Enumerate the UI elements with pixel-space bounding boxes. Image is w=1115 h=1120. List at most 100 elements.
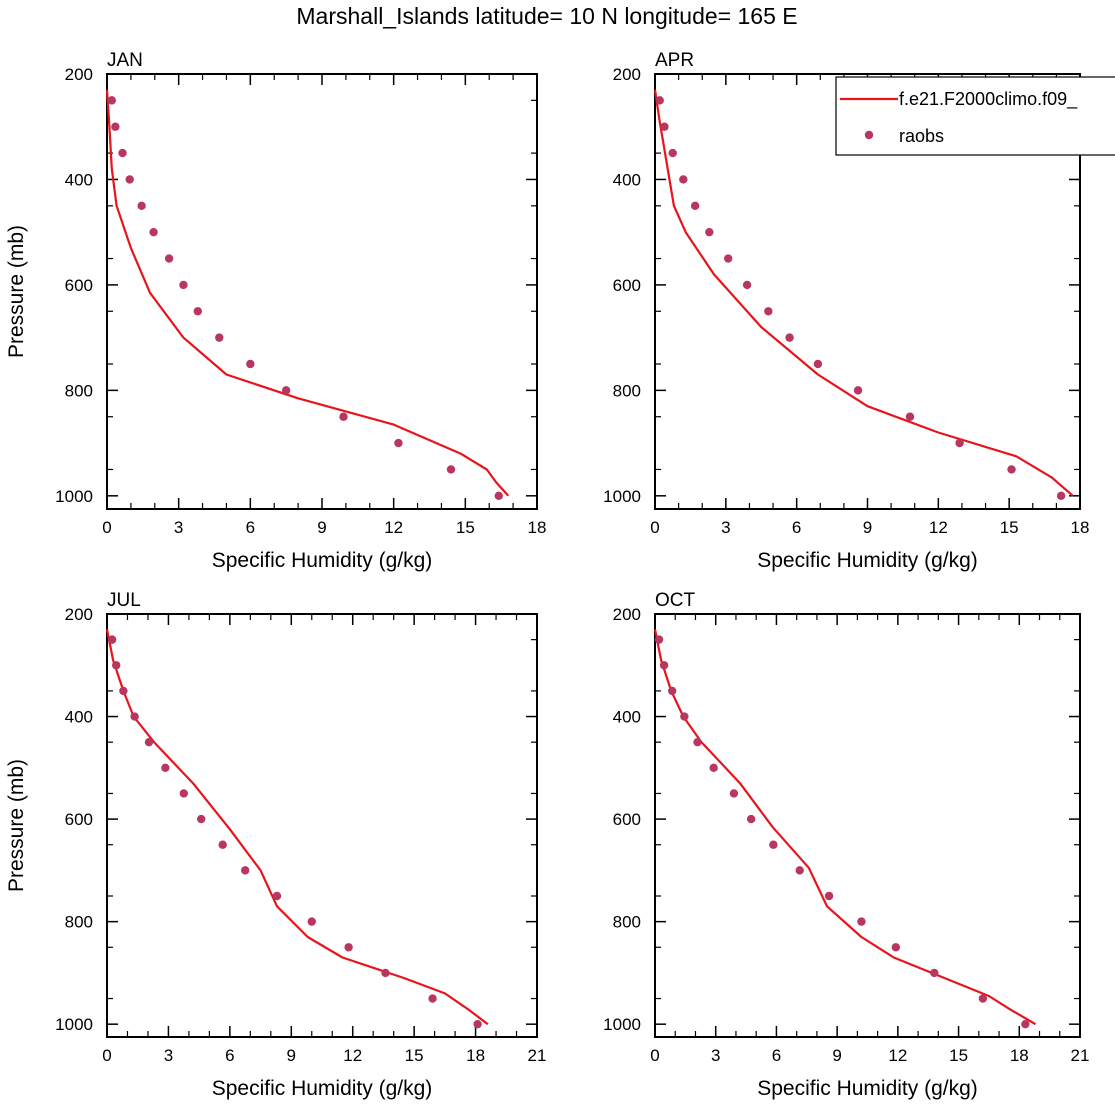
y-tick-label: 200 xyxy=(613,605,641,624)
x-tick-label: 6 xyxy=(772,1046,781,1065)
raobs-point xyxy=(746,814,756,824)
raobs-point xyxy=(111,122,120,131)
model-line xyxy=(105,89,510,497)
raobs-point xyxy=(795,866,804,875)
raobs-point xyxy=(149,227,158,237)
raobs-point xyxy=(179,789,188,798)
x-tick-label: 15 xyxy=(405,1046,424,1065)
y-tick-label: 200 xyxy=(65,605,93,624)
raobs-point xyxy=(428,994,437,1003)
x-tick-label: 6 xyxy=(246,518,255,537)
panel-title: APR xyxy=(655,50,694,71)
x-axis-label: Specific Humidity (g/kg) xyxy=(212,549,433,572)
y-tick-label: 600 xyxy=(65,276,93,295)
legend-box xyxy=(835,76,1115,156)
raobs-point xyxy=(905,412,915,421)
x-axis-label: Specific Humidity (g/kg) xyxy=(757,549,978,572)
legend-label-raobs: raobs xyxy=(899,126,944,146)
x-tick-label: 15 xyxy=(456,518,475,537)
raobs-point xyxy=(272,891,282,901)
raobs-point xyxy=(246,359,255,369)
x-tick-label: 0 xyxy=(102,518,111,537)
panel-jan: JAN 0 3 6 9 12 15 18 200 400 600 800 1000 Specific Hu… xyxy=(5,50,546,572)
y-tick-label: 600 xyxy=(613,276,641,295)
x-tick-label: 15 xyxy=(949,1046,968,1065)
y-tick-label: 800 xyxy=(65,381,93,400)
raobs-point xyxy=(679,175,688,184)
raobs-point xyxy=(473,1019,482,1029)
y-tick-label: 400 xyxy=(613,708,641,727)
raobs-point xyxy=(655,96,664,105)
x-axis-label: Specific Humidity (g/kg) xyxy=(212,1077,433,1100)
raobs-point xyxy=(241,866,250,875)
y-tick-label: 1000 xyxy=(603,1015,641,1034)
raobs-point xyxy=(705,227,714,237)
raobs-point xyxy=(659,661,669,670)
raobs-point xyxy=(307,917,316,926)
y-tick-label: 1000 xyxy=(603,487,641,506)
panel-title: OCT xyxy=(655,590,696,611)
plot-frame xyxy=(654,613,1081,1038)
raobs-point xyxy=(955,438,964,448)
raobs-point xyxy=(709,763,718,773)
y-tick-label: 1000 xyxy=(55,1015,93,1034)
raobs-point xyxy=(446,465,456,474)
x-tick-label: 3 xyxy=(164,1046,173,1065)
raobs-point xyxy=(785,333,794,342)
raobs-point xyxy=(164,254,174,263)
raobs-point xyxy=(729,789,739,798)
raobs-point xyxy=(769,840,778,849)
x-tick-label: 9 xyxy=(287,1046,296,1065)
x-tick-label: 15 xyxy=(1000,518,1019,537)
panel-title: JAN xyxy=(107,50,143,71)
model-line xyxy=(653,89,1074,497)
panel-oct: OCT 0 3 6 9 12 15 18 21 200 400 600 800 1000 Specific … xyxy=(603,590,1089,1100)
x-tick-label: 0 xyxy=(102,1046,111,1065)
model-line xyxy=(653,629,1037,1026)
raobs-point xyxy=(723,254,733,263)
raobs-point xyxy=(119,686,128,696)
x-tick-label: 12 xyxy=(343,1046,362,1065)
raobs-point xyxy=(112,661,121,670)
panel-title: JUL xyxy=(107,590,141,611)
x-tick-label: 0 xyxy=(650,1046,659,1065)
raobs-point xyxy=(107,635,117,644)
x-tick-label: 6 xyxy=(792,518,801,537)
y-tick-label: 800 xyxy=(613,913,641,932)
panel-jul: JUL 0 3 6 9 12 15 18 21 200 400 600 800 1000 Specific … xyxy=(5,590,546,1100)
y-tick-label: 600 xyxy=(613,810,641,829)
y-tick-label: 600 xyxy=(65,810,93,829)
raobs-point xyxy=(978,994,988,1003)
y-axis-label: Pressure (mb) xyxy=(5,225,28,358)
raobs-point xyxy=(1021,1019,1030,1029)
y-tick-label: 400 xyxy=(65,170,93,189)
y-tick-label: 800 xyxy=(613,381,641,400)
raobs-point xyxy=(813,359,823,369)
x-tick-label: 21 xyxy=(1071,1046,1090,1065)
raobs-point xyxy=(693,737,702,747)
y-tick-label: 200 xyxy=(613,65,641,84)
raobs-point xyxy=(144,737,154,747)
y-tick-label: 400 xyxy=(65,708,93,727)
raobs-point xyxy=(107,96,116,105)
raobs-point xyxy=(344,943,353,952)
raobs-point xyxy=(668,686,677,696)
raobs-point xyxy=(930,968,939,978)
raobs-point xyxy=(891,943,901,952)
raobs-point xyxy=(857,917,866,926)
raobs-point xyxy=(680,712,689,721)
legend-marker-swatch xyxy=(864,130,874,140)
raobs-point xyxy=(179,280,188,290)
raobs-point xyxy=(394,438,403,448)
y-tick-label: 400 xyxy=(613,170,641,189)
x-tick-label: 9 xyxy=(832,1046,841,1065)
x-tick-label: 18 xyxy=(466,1046,485,1065)
y-tick-label: 800 xyxy=(65,913,93,932)
x-tick-label: 12 xyxy=(929,518,948,537)
x-tick-label: 9 xyxy=(863,518,872,537)
x-axis-label: Specific Humidity (g/kg) xyxy=(757,1077,978,1100)
raobs-point xyxy=(1007,465,1016,474)
legend-label-model: f.e21.F2000climo.f09_ xyxy=(899,89,1078,110)
raobs-point xyxy=(654,635,664,644)
